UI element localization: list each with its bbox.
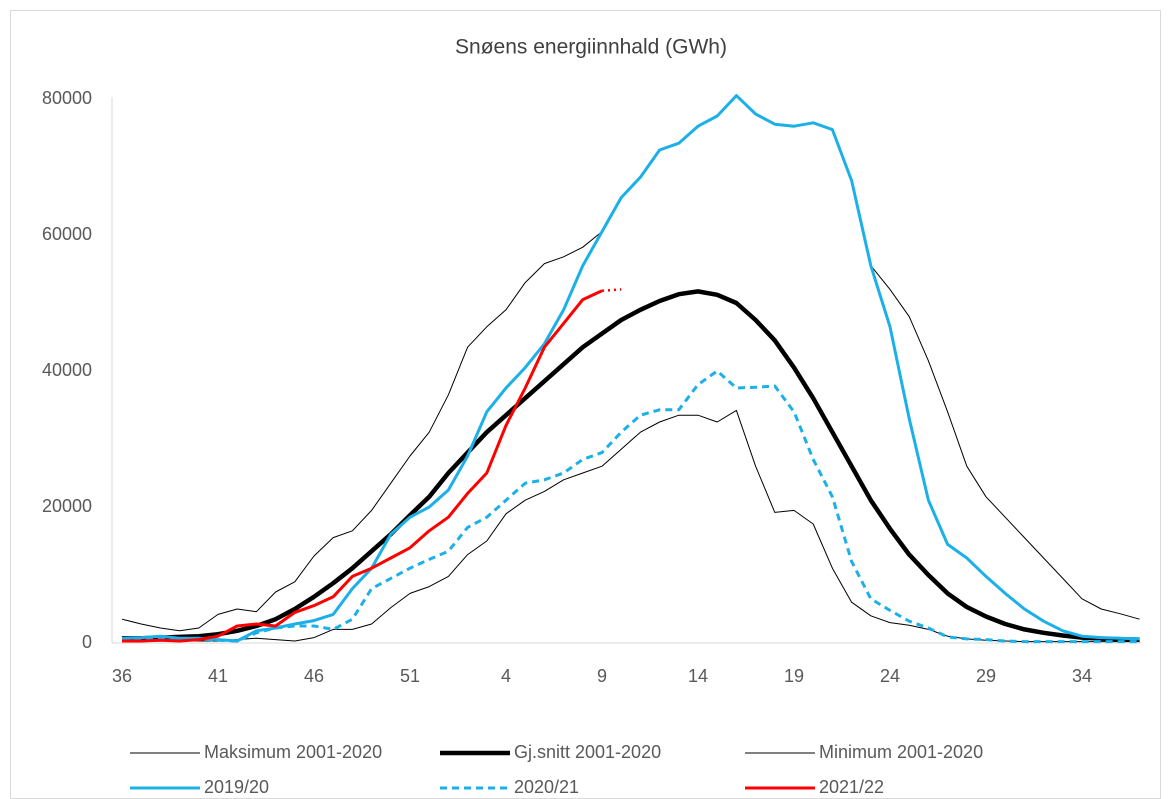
x-tick-label: 36 <box>112 666 132 686</box>
x-tick-label: 41 <box>208 666 228 686</box>
series-line <box>122 289 1140 642</box>
y-tick-label: 80000 <box>42 88 92 108</box>
series-line <box>121 94 1140 643</box>
x-tick-label: 4 <box>501 666 511 686</box>
legend-label: Maksimum 2001-2020 <box>204 742 382 762</box>
y-tick-label: 40000 <box>42 360 92 380</box>
y-tick-label: 0 <box>82 632 92 652</box>
legend-label: 2021/22 <box>819 777 884 797</box>
legend-label: Minimum 2001-2020 <box>819 742 983 762</box>
chart-border <box>10 10 1161 799</box>
legend-label: Gj.snitt 2001-2020 <box>514 742 661 762</box>
y-tick-label: 60000 <box>42 224 92 244</box>
series-line <box>122 369 1140 644</box>
chart-title: Snøens energiinnhald (GWh) <box>455 36 727 59</box>
x-tick-label: 19 <box>784 666 804 686</box>
legend-label: 2020/21 <box>514 777 579 797</box>
x-tick-label: 9 <box>597 666 607 686</box>
y-tick-label: 20000 <box>42 496 92 516</box>
x-tick-label: 14 <box>688 666 708 686</box>
x-tick-label: 29 <box>976 666 996 686</box>
x-tick-label: 34 <box>1072 666 1092 686</box>
x-tick-label: 24 <box>880 666 900 686</box>
x-tick-label: 51 <box>400 666 420 686</box>
series-line <box>122 409 1140 643</box>
legend-label: 2019/20 <box>204 777 269 797</box>
series-line <box>122 289 603 643</box>
x-tick-label: 46 <box>304 666 324 686</box>
